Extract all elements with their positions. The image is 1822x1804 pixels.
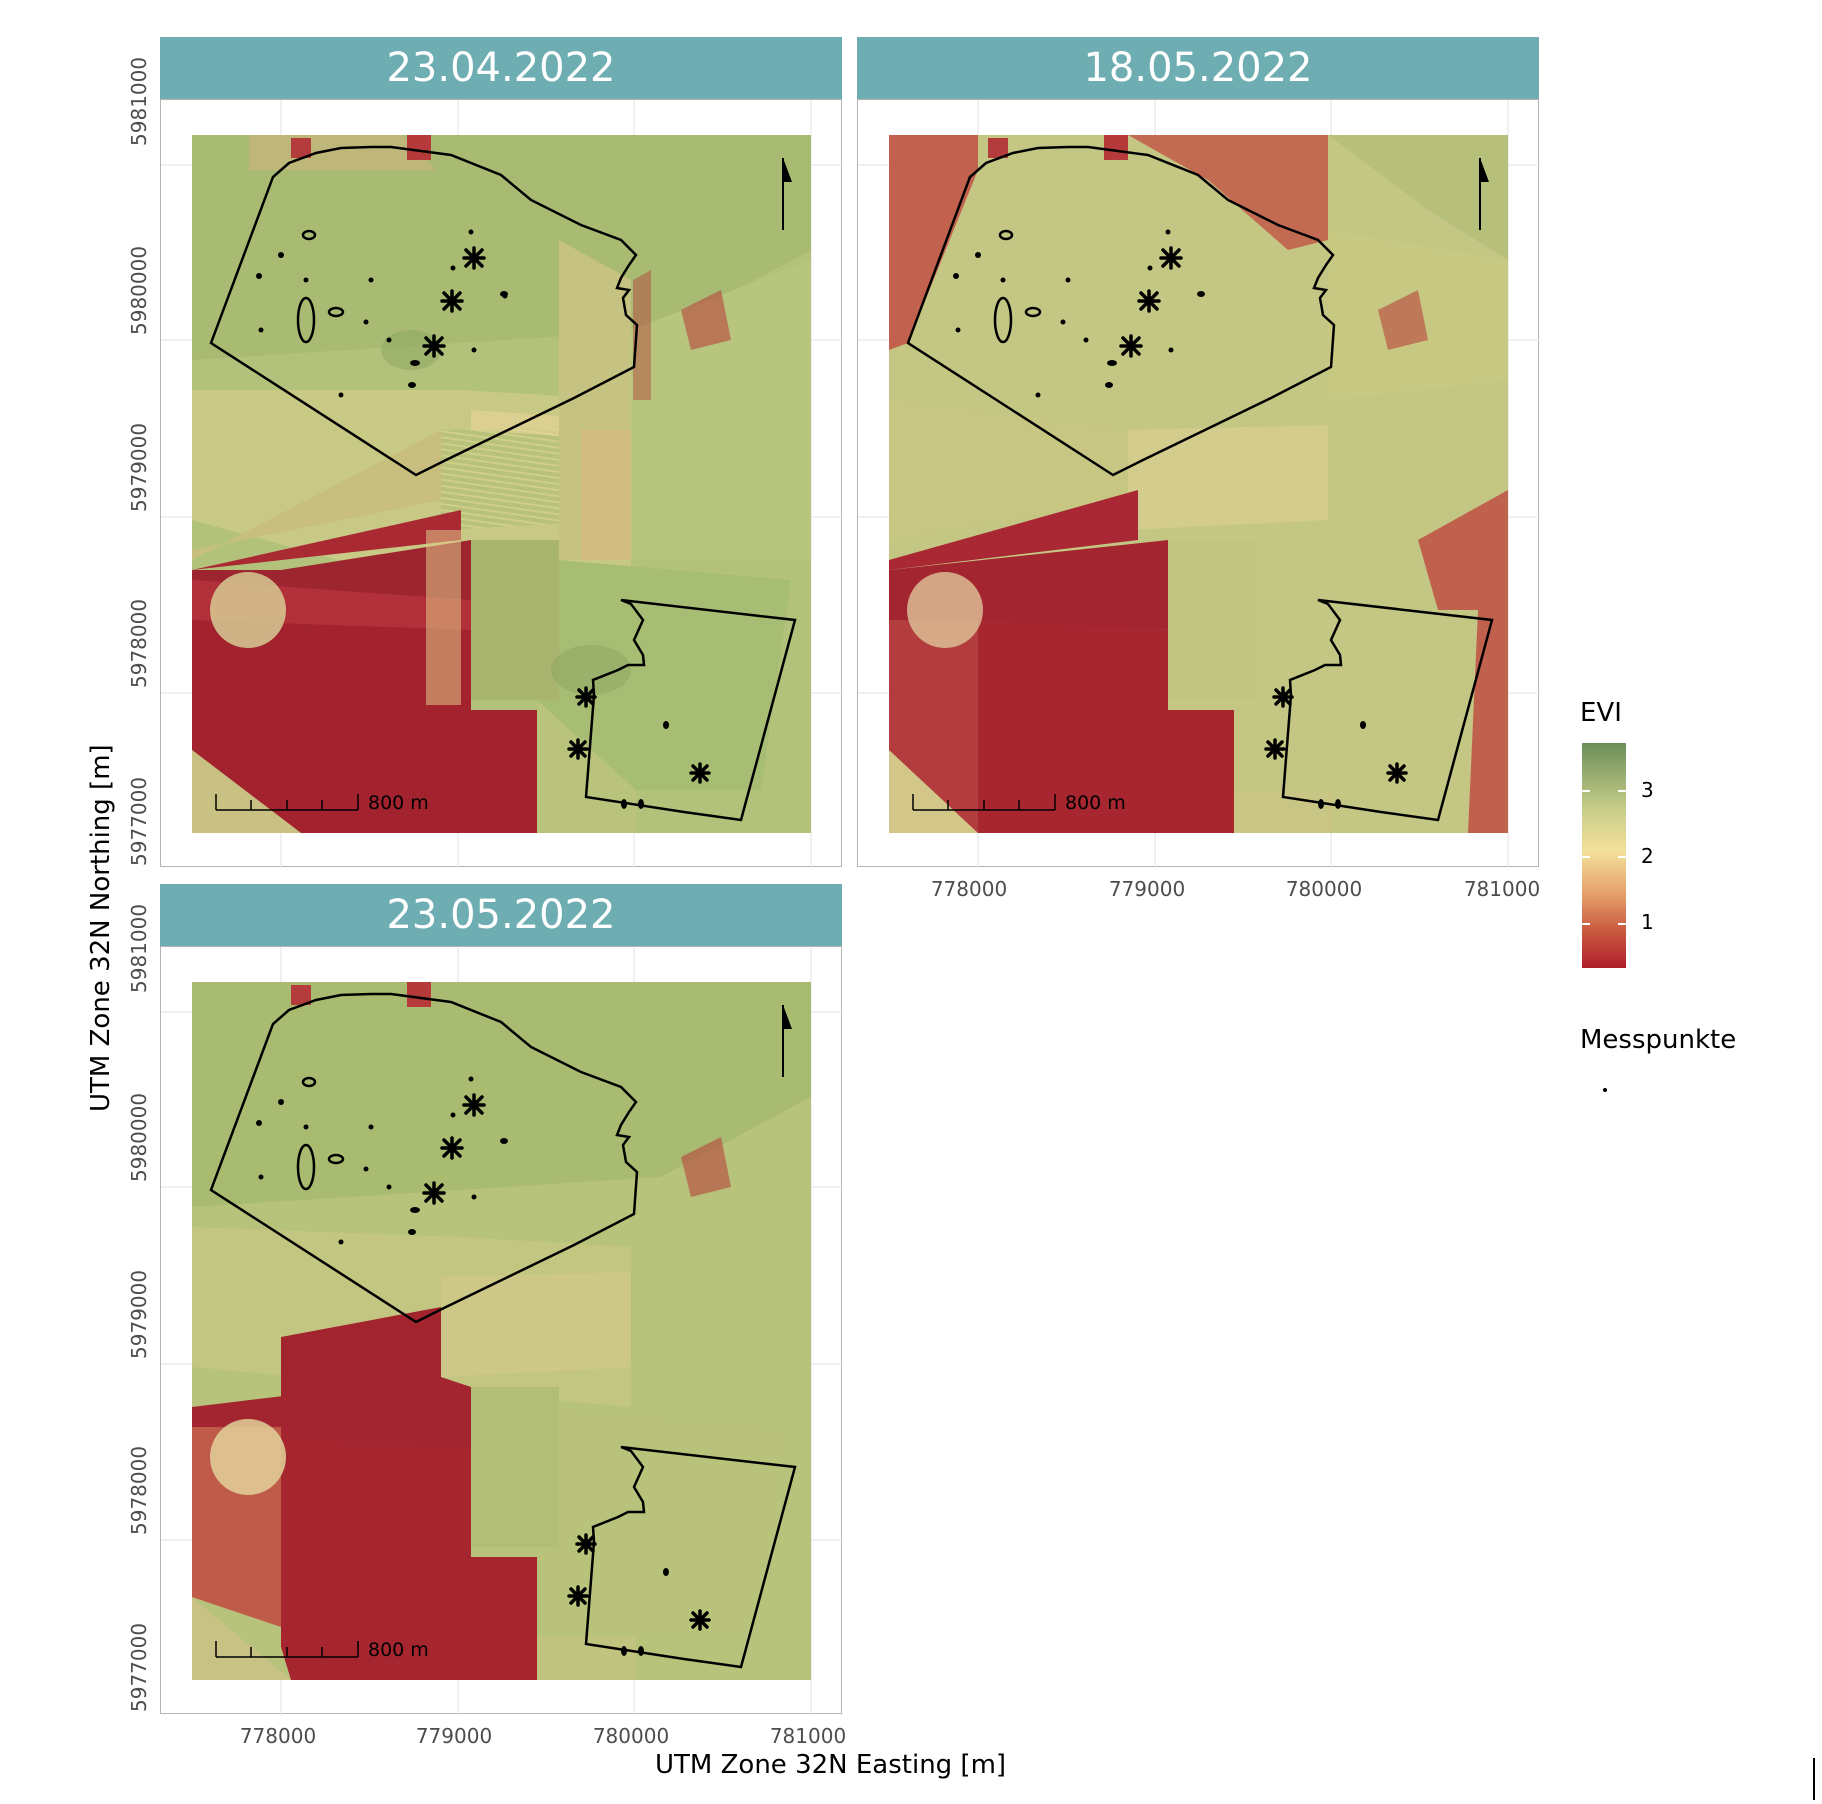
evi-raster-map [858, 100, 1540, 868]
x-tick-label: 780000 [592, 1724, 670, 1748]
y-tick-label: 5980000 [127, 1092, 151, 1182]
scale-bar [215, 1641, 359, 1658]
points-legend-title: Messpunkte [1580, 1025, 1737, 1055]
x-tick-label: 781000 [769, 1724, 847, 1748]
field-boundaries [209, 145, 797, 822]
north-arrow [782, 158, 792, 230]
evi-raster-map [161, 100, 843, 868]
x-tick-label: 780000 [1285, 877, 1363, 901]
y-tick-label: 5981000 [127, 56, 151, 146]
measurement-points [953, 229, 1366, 809]
evi-raster [192, 135, 811, 833]
panel-date-strip: 23.04.2022 [160, 37, 842, 99]
point-clusters [422, 246, 711, 784]
panel-date-strip: 23.05.2022 [160, 884, 842, 946]
evi-legend-tick: 3 [1641, 778, 1654, 802]
y-axis-title: UTM Zone 32N Northing [m] [86, 744, 116, 1112]
y-tick-label: 5977000 [127, 776, 151, 866]
x-tick-label: 779000 [1108, 877, 1186, 901]
x-tick-label: 778000 [930, 877, 1008, 901]
scale-bar-label: 800 m [1065, 792, 1126, 814]
map-frame: 800 m [160, 99, 843, 868]
y-tick-label: 5978000 [127, 1445, 151, 1535]
evi-raster [889, 135, 1508, 833]
y-tick-label: 5981000 [127, 903, 151, 993]
y-tick-label: 5979000 [127, 1269, 151, 1359]
x-tick-label: 779000 [415, 1724, 493, 1748]
point-clusters [422, 1093, 711, 1631]
evi-raster-map [161, 947, 843, 1715]
y-tick-label: 5978000 [127, 598, 151, 688]
evi-colorbar [1582, 743, 1626, 968]
scale-bar-label: 800 m [368, 1639, 429, 1661]
scale-bar [215, 794, 359, 811]
edge-mark [1813, 1758, 1815, 1800]
x-axis-title: UTM Zone 32N Easting [m] [655, 1750, 1007, 1780]
map-frame: 800 m [160, 946, 843, 1715]
measurement-points [256, 1076, 669, 1656]
evi-raster [192, 982, 811, 1680]
scale-bar [912, 794, 1056, 811]
north-arrow [782, 1005, 792, 1077]
evi-legend-tick: 1 [1641, 910, 1654, 934]
measurement-points [256, 229, 669, 809]
evi-legend-title: EVI [1580, 698, 1622, 728]
field-boundaries [209, 992, 797, 1669]
panel-date-strip: 18.05.2022 [857, 37, 1539, 99]
x-tick-label: 781000 [1463, 877, 1541, 901]
point-clusters [1119, 246, 1408, 784]
scale-bar-label: 800 m [368, 792, 429, 814]
field-boundaries [906, 145, 1494, 822]
y-tick-label: 5980000 [127, 245, 151, 335]
y-tick-label: 5979000 [127, 422, 151, 512]
map-frame: 800 m [857, 99, 1540, 868]
evi-legend-tick: 2 [1641, 844, 1654, 868]
y-tick-label: 5977000 [127, 1622, 151, 1712]
north-arrow [1479, 158, 1489, 230]
x-tick-label: 778000 [239, 1724, 317, 1748]
points-legend-key [1603, 1088, 1607, 1092]
